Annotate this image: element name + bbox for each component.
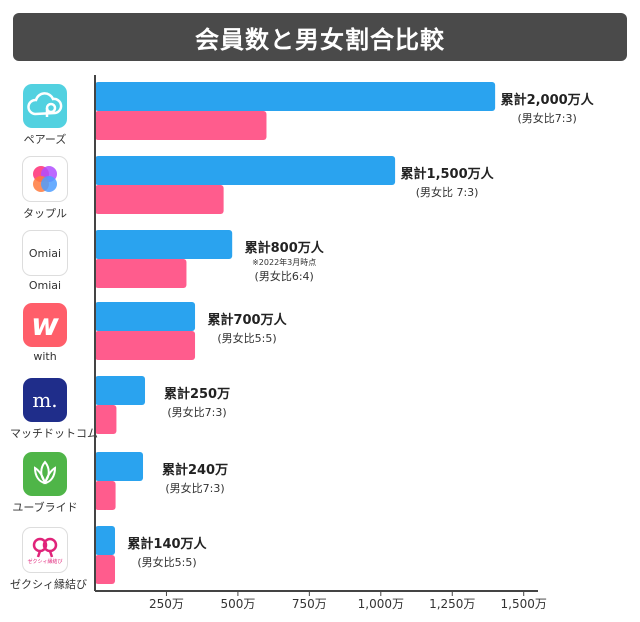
bar-ratio-label: (男女比7:3) [165, 481, 224, 495]
youbride-icon [23, 452, 67, 496]
app-label-youbride: ユーブライド [10, 452, 80, 515]
app-name: マッチドットコム [10, 427, 98, 440]
bar [95, 331, 196, 360]
bar-ratio-label: (男女比6:4) [255, 269, 314, 283]
x-tick-label: 250万 [149, 597, 184, 611]
bar-total-label: 累計800万人 [245, 240, 325, 256]
x-tick-label: 750万 [292, 597, 327, 611]
bar [95, 376, 146, 405]
x-tick-label: 500万 [220, 597, 255, 611]
bar [95, 156, 396, 185]
x-tick-label: 1,250万 [429, 597, 475, 611]
app-label-pairs: ペアーズ [10, 84, 80, 147]
bar [95, 302, 196, 331]
bar-total-label: 累計240万 [162, 462, 228, 478]
bar [95, 481, 116, 510]
bar [95, 526, 116, 555]
bar [95, 111, 267, 140]
bar-ratio-label: (男女比 7:3) [416, 185, 479, 199]
bar-total-label: 累計1,500万人 [401, 166, 495, 182]
bar [95, 555, 116, 584]
bar-note-label: ※2022年3月時点 [252, 257, 316, 267]
app-label-with: w with [10, 303, 80, 363]
bar [95, 82, 496, 111]
bar-total-label: 累計140万人 [127, 536, 207, 552]
app-label-zexy: ゼクシィ縁結び ゼクシィ縁結び [10, 527, 87, 592]
bar-ratio-label: (男女比7:3) [167, 405, 226, 419]
bar-ratio-label: (男女比5:5) [217, 331, 276, 345]
bar-ratio-label: (男女比7:3) [517, 111, 576, 125]
bar-ratio-label: (男女比5:5) [137, 555, 196, 569]
app-label-match: m. マッチドットコム [10, 378, 98, 441]
app-label-tapple: タップル [10, 156, 80, 221]
bar-total-label: 累計250万 [164, 386, 230, 402]
app-name: ゼクシィ縁結び [10, 578, 87, 591]
bar [95, 185, 224, 214]
match-icon: m. [23, 378, 67, 422]
bar-total-label: 累計700万人 [207, 312, 287, 328]
with-icon: w [23, 303, 67, 347]
app-name: with [33, 350, 57, 363]
x-tick-label: 1,500万 [501, 597, 547, 611]
omiai-icon: Omiai [22, 230, 68, 276]
app-label-omiai: Omiai Omiai [10, 230, 80, 292]
bar-total-label: 累計2,000万人 [501, 92, 595, 108]
tapple-icon [22, 156, 68, 202]
app-name: タップル [23, 207, 67, 220]
app-name: Omiai [28, 279, 62, 292]
bar [95, 452, 144, 481]
bar [95, 230, 233, 259]
bar [95, 405, 117, 434]
pairs-icon [23, 84, 67, 128]
zexy-icon: ゼクシィ縁結び [22, 527, 68, 573]
chart-title: 会員数と男女割合比較 [13, 13, 627, 61]
app-name: ペアーズ [23, 133, 67, 146]
x-tick-label: 1,000万 [358, 597, 404, 611]
app-name: ユーブライド [12, 501, 78, 514]
bar [95, 259, 187, 288]
